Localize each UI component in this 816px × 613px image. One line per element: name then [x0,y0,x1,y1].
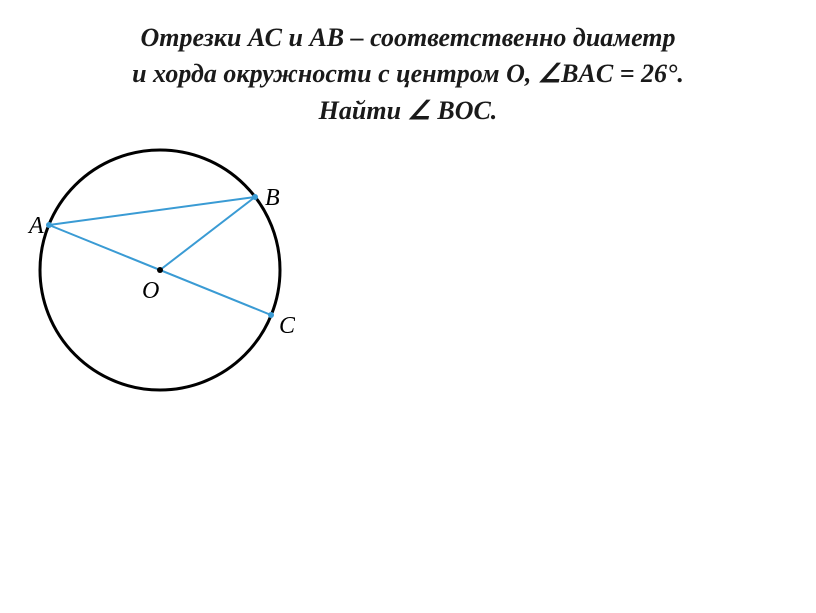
title-line-1: Отрезки АС и АВ – соответственно диаметр [140,23,675,52]
diagram-svg: O A B C [25,135,295,405]
label-B: B [265,185,280,211]
problem-title: Отрезки АС и АВ – соответственно диаметр… [0,0,816,139]
point-A [46,222,52,228]
title-line-2: и хорда окружности с центром О, ∠BAC = 2… [132,59,684,88]
title-line-3: Найти ∠ BOC. [319,96,498,125]
center-point [157,267,163,273]
point-C [268,312,274,318]
label-C: C [279,313,295,339]
label-A: A [27,213,44,239]
point-B [252,194,258,200]
label-O: O [142,278,159,304]
geometry-diagram: O A B C [25,135,295,405]
